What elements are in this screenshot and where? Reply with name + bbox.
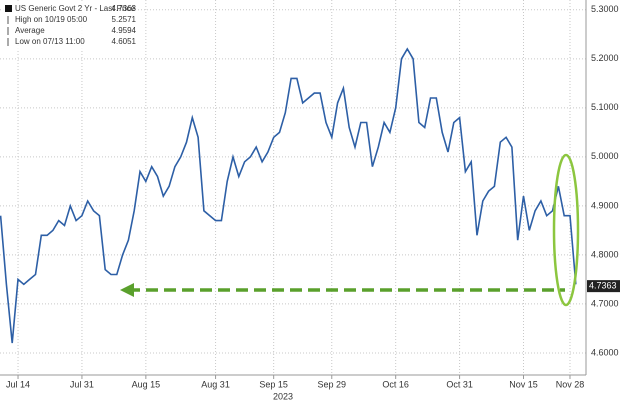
x-tick-label: Oct 16	[382, 379, 409, 389]
plot-area	[0, 0, 586, 375]
legend-label: US Generic Govt 2 Yr - Last Price	[15, 4, 135, 13]
arrow-head	[120, 283, 134, 297]
y-tick-label: 4.7000	[591, 298, 619, 308]
y-tick-label: 4.6000	[591, 347, 619, 357]
y-tick-label: 5.1000	[591, 102, 619, 112]
x-year-label: 2023	[273, 391, 293, 401]
legend-box	[2, 2, 138, 50]
legend-label: Low on 07/13 11:00	[15, 37, 85, 46]
legend-value: 4.9594	[112, 26, 137, 35]
legend-value: 4.7363	[112, 4, 137, 13]
legend-label: High on 10/19 05:00	[15, 15, 88, 24]
series-line	[0, 47, 577, 344]
y-tick-label: 5.0000	[591, 151, 619, 161]
annotation-ellipse	[552, 153, 580, 307]
last-price-label: 4.7363	[589, 281, 617, 291]
y-tick-label: 5.3000	[591, 4, 619, 14]
x-tick-label: Aug 31	[201, 379, 230, 389]
legend-swatch	[5, 5, 12, 12]
x-tick-label: Sep 15	[259, 379, 288, 389]
y-tick-label: 4.8000	[591, 249, 619, 259]
x-tick-label: Jul 14	[6, 379, 30, 389]
x-tick-label: Jul 31	[70, 379, 94, 389]
legend-label: Average	[15, 26, 45, 35]
x-tick-label: Nov 15	[509, 379, 538, 389]
y-tick-label: 5.2000	[591, 53, 619, 63]
x-tick-label: Nov 28	[556, 379, 585, 389]
y-tick-label: 4.9000	[591, 200, 619, 210]
x-tick-label: Aug 15	[132, 379, 161, 389]
x-tick-label: Sep 29	[318, 379, 347, 389]
legend-value: 4.6051	[112, 37, 137, 46]
legend-value: 5.2571	[112, 15, 137, 24]
x-tick-label: Oct 31	[446, 379, 473, 389]
last-price-box	[587, 280, 620, 293]
